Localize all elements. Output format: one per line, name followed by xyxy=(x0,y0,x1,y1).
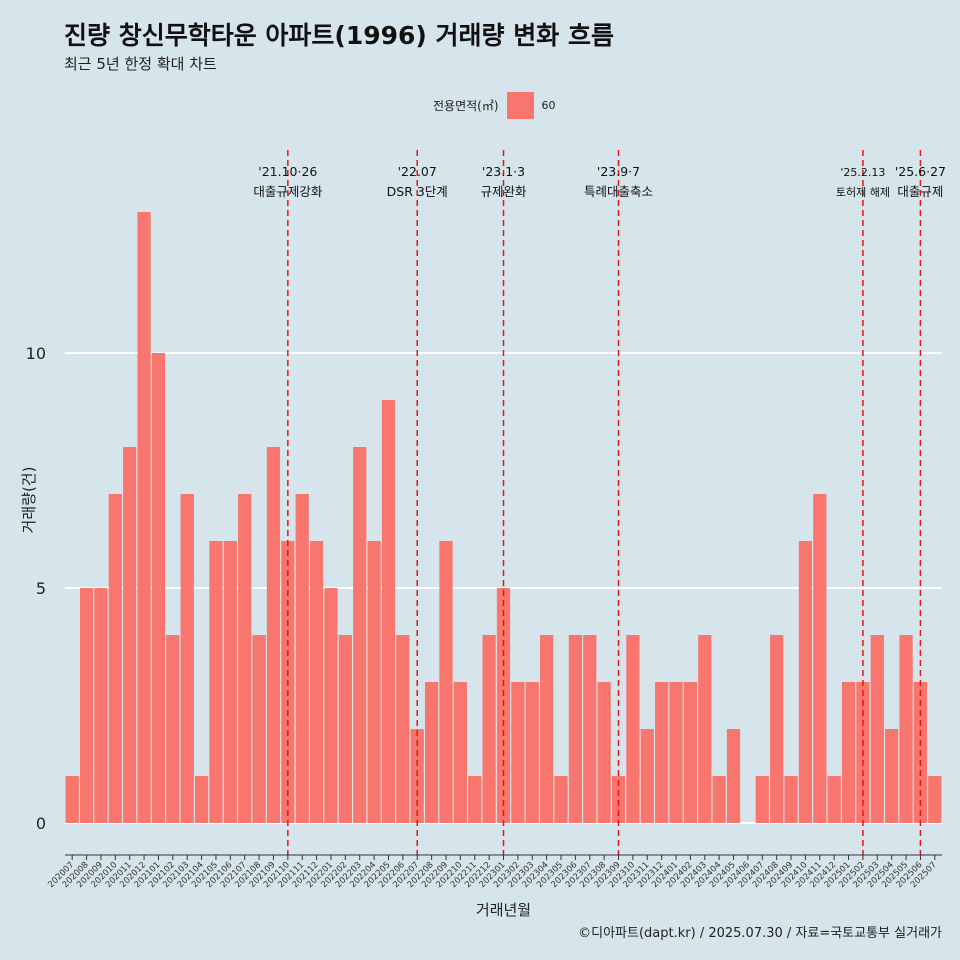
bar-202405 xyxy=(726,729,741,823)
bar-202206 xyxy=(396,635,410,823)
bar-202309 xyxy=(611,776,626,823)
bar-202208 xyxy=(425,682,439,823)
bar-202505 xyxy=(899,635,913,823)
annotation-date: '23.9·7 xyxy=(597,164,640,179)
bar-202403 xyxy=(698,635,712,823)
annotation-label: 규제완화 xyxy=(480,184,527,199)
bar-202310 xyxy=(626,635,640,823)
legend-swatch xyxy=(506,92,534,119)
bar-202401 xyxy=(669,682,683,823)
bar-202311 xyxy=(640,729,654,823)
bar-202312 xyxy=(655,682,669,823)
bar-202103 xyxy=(180,494,194,823)
annotation-label: 토허제 해제 xyxy=(836,185,890,199)
chart-title: 진량 창신무학타운 아파트(1996) 거래량 변화 흐름 xyxy=(64,21,614,50)
bar-202504 xyxy=(885,729,899,823)
legend-label: 60 xyxy=(541,99,556,112)
bar-202412 xyxy=(827,776,841,823)
bar-202205 xyxy=(381,400,396,823)
bar-202410 xyxy=(798,541,813,823)
y-axis-title: 거래량(건) xyxy=(20,467,38,534)
bar-202010 xyxy=(108,494,122,823)
bar-202306 xyxy=(568,635,582,823)
bar-202105 xyxy=(209,541,223,823)
bar-202308 xyxy=(597,682,611,823)
annotation-date: '21.10·26 xyxy=(258,164,317,179)
bar-202012 xyxy=(137,212,151,823)
bar-202202 xyxy=(338,635,352,823)
bar-202101 xyxy=(151,353,166,823)
bar-202507 xyxy=(928,776,942,823)
bar-202503 xyxy=(870,635,884,823)
annotation-label: 대출규제강화 xyxy=(253,184,323,199)
bar-202302 xyxy=(511,682,525,823)
bar-202209 xyxy=(439,541,453,823)
annotation-date: '23.1·3 xyxy=(482,164,525,179)
annotation-label: 특례대출축소 xyxy=(584,184,653,199)
bar-202211 xyxy=(468,776,482,823)
y-tick-label: 5 xyxy=(36,579,46,598)
bar-202402 xyxy=(683,682,698,823)
bar-202307 xyxy=(583,635,597,823)
bar-202201 xyxy=(324,588,338,823)
bar-202203 xyxy=(353,447,367,823)
bar-202207 xyxy=(410,729,424,823)
legend: 전용면적(㎡) 60 xyxy=(433,92,556,119)
bar-202009 xyxy=(94,588,108,823)
bar-202408 xyxy=(770,635,784,823)
bar-202501 xyxy=(841,682,856,823)
legend-title: 전용면적(㎡) xyxy=(433,99,499,113)
y-tick-label: 0 xyxy=(36,814,46,833)
bar-202007 xyxy=(65,776,79,823)
bar-202102 xyxy=(166,635,180,823)
bar-202011 xyxy=(123,447,137,823)
chart-subtitle: 최근 5년 한정 확대 차트 xyxy=(64,55,217,73)
bar-202305 xyxy=(554,776,568,823)
bar-202204 xyxy=(367,541,381,823)
annotation-date: '25.2.13 xyxy=(840,166,885,179)
bar-202304 xyxy=(540,635,554,823)
source-caption: ©디아파트(dapt.kr) / 2025.07.30 / 자료=국토교통부 실… xyxy=(578,926,942,941)
bar-202106 xyxy=(223,541,237,823)
bar-202210 xyxy=(453,682,467,823)
bar-202008 xyxy=(79,588,94,823)
bar-202108 xyxy=(252,635,266,823)
bar-layer xyxy=(65,212,942,823)
bar-202411 xyxy=(813,494,827,823)
bar-202303 xyxy=(525,682,539,823)
annotation-date: '25.6·27 xyxy=(895,164,946,179)
bar-202404 xyxy=(712,776,726,823)
bar-202409 xyxy=(784,776,798,823)
bar-202109 xyxy=(266,447,281,823)
bar-202112 xyxy=(309,541,324,823)
annotation-layer: '21.10·26 대출규제강화 '22.07 DSR 3단계 '23.1·3 규제완화 '… xyxy=(253,150,946,855)
x-axis-title: 거래년월 xyxy=(476,901,531,919)
y-tick-label: 10 xyxy=(26,344,46,363)
bar-202212 xyxy=(482,635,496,823)
annotation-label: 대출규제 xyxy=(897,184,943,199)
bar-202104 xyxy=(194,776,209,823)
annotation-label: DSR 3단계 xyxy=(387,184,448,199)
bar-202407 xyxy=(755,776,769,823)
bar-202107 xyxy=(238,494,252,823)
annotation-date: '22.07 xyxy=(398,164,437,179)
bar-202111 xyxy=(295,494,309,823)
